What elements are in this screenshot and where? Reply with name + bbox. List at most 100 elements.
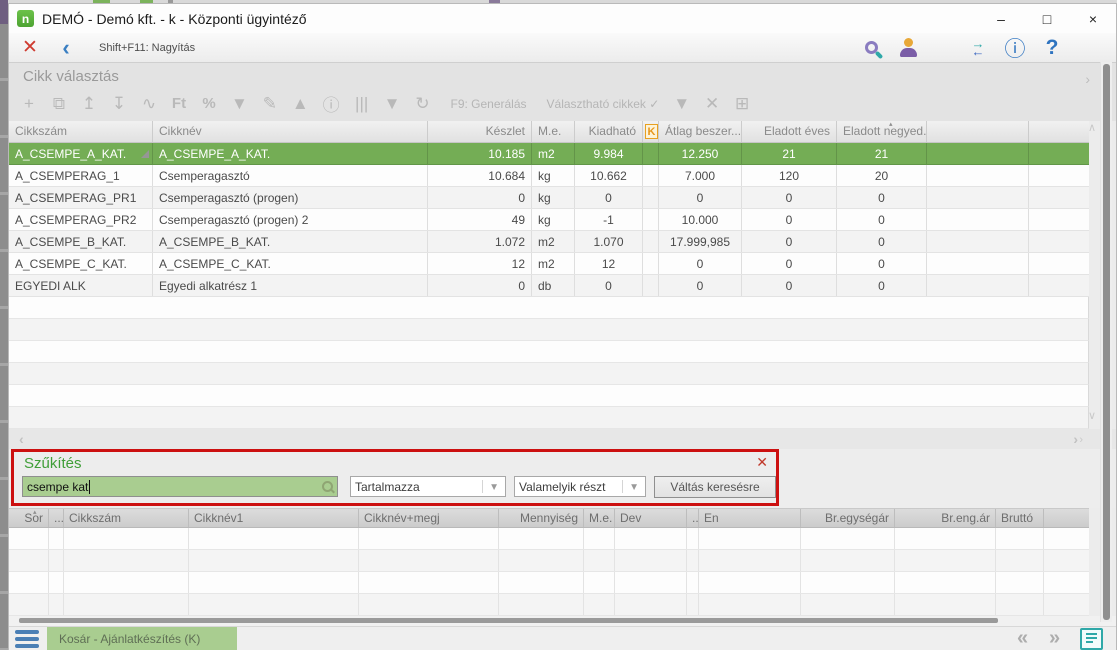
search-input[interactable]: csempe kat xyxy=(22,476,338,497)
add-icon[interactable]: + xyxy=(24,93,34,113)
back-icon[interactable]: ‹ xyxy=(62,34,70,60)
user-icon[interactable] xyxy=(896,36,920,60)
scroll-up-icon[interactable]: ∧ xyxy=(1087,122,1096,134)
basket-cell xyxy=(49,594,64,615)
horizontal-scrollbar-thumb[interactable] xyxy=(19,618,998,623)
table-row[interactable]: A_CSEMPE_A_KAT. A_CSEMPE_A_KAT. 10.185 m2 9.… xyxy=(9,143,1089,165)
minimize-button[interactable]: – xyxy=(997,10,1005,27)
vertical-scrollbar-thumb[interactable] xyxy=(1103,64,1110,620)
page-prev-icon[interactable]: « xyxy=(1017,627,1029,649)
brush-icon[interactable]: ✎ xyxy=(262,93,277,113)
col-header-cikksz-m[interactable]: Cikkszám xyxy=(9,121,153,142)
copy-icon[interactable]: ⧉ xyxy=(52,93,66,113)
col-header-eladott-negyed-[interactable]: Eladott negyed... ▴ xyxy=(837,121,927,142)
filter-close-icon[interactable]: ✕ xyxy=(756,454,768,470)
close-button[interactable]: × xyxy=(1088,10,1098,27)
col-header-cikkn-v[interactable]: Cikknév xyxy=(153,121,428,142)
basket-cell xyxy=(687,550,699,571)
cell-empty xyxy=(927,165,1029,186)
info-icon[interactable]: ⓘ xyxy=(322,96,340,115)
basket-grid-header: Sor ▴... Cikkszám Cikknév1 Cikknév+megj Menny… xyxy=(9,508,1089,528)
move-bottom-icon[interactable]: ↧ xyxy=(111,93,127,113)
chart-icon[interactable]: ∿ xyxy=(141,93,157,113)
basket-col-header--[interactable]: ... xyxy=(49,509,64,527)
basket-col-header-mennyis-g[interactable]: Mennyiség xyxy=(499,509,584,527)
filter-icon[interactable]: ▼ xyxy=(383,93,401,113)
table-row[interactable]: A_CSEMPE_B_KAT. A_CSEMPE_B_KAT. 1.072 m2 1.0… xyxy=(9,231,1089,253)
match-mode-dropdown[interactable]: Tartalmazza ▼ xyxy=(350,476,506,497)
filter-add-icon[interactable]: ⊞ xyxy=(735,93,750,113)
basket-col-header-cikkn-v1[interactable]: Cikknév1 xyxy=(189,509,359,527)
scroll-left-icon[interactable]: ‹ xyxy=(19,431,24,447)
title-bar: n DEMÓ - Demó kft. - k - Központi ügyint… xyxy=(9,4,1116,33)
basket-col-header-cikkn-v-megj[interactable]: Cikknév+megj xyxy=(359,509,499,527)
cell-filler xyxy=(1029,187,1089,208)
basket-tab[interactable]: Kosár - Ajánlatkészítés (K) xyxy=(47,626,237,650)
col-header--tlag-beszer-[interactable]: Átlag beszer... xyxy=(659,121,742,142)
basket-col-header-en[interactable]: En xyxy=(699,509,801,527)
selectable-items-label[interactable]: Választható cikkek ✓ xyxy=(546,96,660,111)
modules-icon[interactable] xyxy=(933,38,953,58)
scroll-right-icon[interactable]: › xyxy=(1079,434,1083,446)
filter-rows-icon[interactable]: ▼ xyxy=(673,93,691,113)
document-list-icon[interactable] xyxy=(1080,628,1103,650)
empty-row xyxy=(9,385,1089,407)
scroll-down-icon[interactable]: ∨ xyxy=(1087,410,1096,422)
basket-col-header-br-eng-r[interactable]: Br.eng.ár xyxy=(895,509,996,527)
basket-col-header-br-egys-g-r[interactable]: Br.egységár xyxy=(801,509,895,527)
switch-search-button[interactable]: Váltás keresésre xyxy=(654,476,776,498)
generate-label[interactable]: F9: Generálás xyxy=(450,96,527,111)
help-icon[interactable]: ? xyxy=(1045,35,1059,59)
cell-kiadhat-: -1 xyxy=(575,209,643,230)
basket-cell xyxy=(64,550,189,571)
shortcut-hint: Shift+F11: Nagyítás xyxy=(99,41,196,54)
cell-eladott-ves: 0 xyxy=(742,231,837,252)
col-header-k[interactable]: K xyxy=(643,121,659,142)
col-header-kiadhat-[interactable]: Kiadható xyxy=(575,121,643,142)
basket-col-header--[interactable]: ... xyxy=(687,509,699,527)
basket-cell-filler xyxy=(1044,594,1089,615)
panel-expand-icon[interactable]: › xyxy=(1085,71,1090,87)
percent-icon[interactable]: % xyxy=(202,95,216,112)
move-top-icon[interactable]: ↥ xyxy=(81,93,97,113)
cell-m-e-: kg xyxy=(532,209,575,230)
basket-col-header-dev[interactable]: Dev xyxy=(615,509,687,527)
menu-icon[interactable] xyxy=(15,630,39,648)
basket-cell xyxy=(699,550,801,571)
basket-cell xyxy=(996,528,1044,549)
cell-k xyxy=(643,253,659,274)
info-icon[interactable]: ⓘ xyxy=(1004,37,1026,61)
vertical-scrollbar xyxy=(1100,62,1112,622)
cell-k xyxy=(643,231,659,252)
filter-clear-icon[interactable]: ✕ xyxy=(705,93,720,113)
page-next-icon[interactable]: » xyxy=(1049,627,1061,649)
col-header-m-e-[interactable]: M.e. xyxy=(532,121,575,142)
table-row[interactable]: A_CSEMPE_C_KAT. A_CSEMPE_C_KAT. 12 m2 12 0 0 0 xyxy=(9,253,1089,275)
basket-cell xyxy=(615,572,687,593)
basket-col-header-cikksz-m[interactable]: Cikkszám xyxy=(64,509,189,527)
columns-icon[interactable]: ||| xyxy=(355,93,369,113)
collapse-icon[interactable]: ▲ xyxy=(291,93,309,113)
basket-col-header-brutt-[interactable]: Bruttó xyxy=(996,509,1044,527)
part-mode-dropdown[interactable]: Valamelyik részt ▼ xyxy=(514,476,646,497)
maximize-button[interactable]: □ xyxy=(1042,10,1052,27)
table-row[interactable]: A_CSEMPERAG_PR2 Csemperagasztó (progen) 2… xyxy=(9,209,1089,231)
basket-col-header-m-e-[interactable]: M.e. xyxy=(584,509,615,527)
filter-column-icon[interactable]: ▼ xyxy=(231,93,248,113)
close-form-icon[interactable]: ✕ xyxy=(22,37,38,58)
col-header-eladott-ves[interactable]: Eladott éves xyxy=(742,121,837,142)
table-row[interactable]: EGYEDI ALK Egyedi alkatrész 1 0 db 0 0 0 0 xyxy=(9,275,1089,297)
basket-cell xyxy=(9,550,49,571)
refresh-icon[interactable]: ↻ xyxy=(415,93,430,113)
table-row[interactable]: A_CSEMPERAG_PR1 Csemperagasztó (progen) 0 k… xyxy=(9,187,1089,209)
scroll-right-icon[interactable]: › xyxy=(1073,431,1078,447)
cell--tlag-beszer-: 0 xyxy=(659,275,742,296)
table-row[interactable]: A_CSEMPERAG_1 Csemperagasztó 10.684 kg 10.66… xyxy=(9,165,1089,187)
col-header-k-szlet[interactable]: Készlet xyxy=(428,121,532,142)
basket-cell xyxy=(584,550,615,571)
swap-icon[interactable]: → ← xyxy=(971,35,985,59)
search-icon[interactable] xyxy=(859,36,884,60)
basket-col-header-sor[interactable]: Sor ▴ xyxy=(9,509,49,527)
basket-cell xyxy=(189,550,359,571)
currency-icon[interactable]: Ft xyxy=(171,95,187,112)
